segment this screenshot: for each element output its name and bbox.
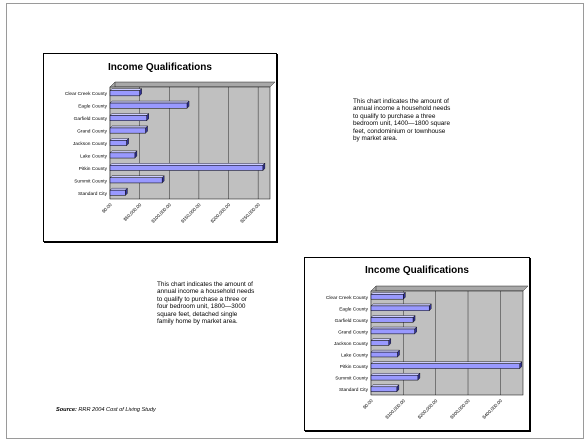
note-bottom: This chart indicates the amount of annua… [157,281,255,326]
x-tick-label: $200,000.00 [210,202,232,224]
y-category-label: Summit County [335,376,368,382]
x-tick-label: $0.00 [362,398,374,410]
bar [109,127,146,134]
x-tick-label: $300,000.00 [449,398,471,420]
bar-top [370,373,421,376]
chart-title: Income Qualifications [365,265,469,276]
x-tick-label: $100,000.00 [384,398,406,420]
y-category-label: Summit County [74,178,107,184]
bar [370,374,419,381]
bar-top [370,292,406,295]
y-category-label: Standard City [339,387,369,393]
bar [109,90,140,97]
bar-top [370,361,523,364]
bar-top [370,384,400,387]
x-tick-label: $400,000.00 [481,398,503,420]
chart-top: Income Qualifications $0.00 $50,000.00 $10… [43,53,277,242]
bar-top [109,187,128,191]
bar-top [370,315,416,318]
bar-top [370,326,418,330]
source-text: RRR 2004 Cost of Living Study [76,407,156,413]
bar [370,363,521,369]
x-tick-label: $200,000.00 [417,398,439,420]
bar-top [109,163,266,166]
y-category-label: Eagle County [78,104,107,110]
bar-top [109,100,190,104]
bar [109,189,126,196]
bar [370,294,404,300]
y-category-label: Garfield County [74,116,108,122]
slide: Income Qualifications $0.00 $50,000.00 $10… [6,3,584,439]
y-category-label: Jackson County [73,141,108,147]
bar [370,386,398,392]
bar-top [109,138,130,141]
y-category-label: Pitkin County [340,364,369,370]
y-category-label: Clear Creek County [65,91,108,97]
y-category-label: Grand County [338,329,368,335]
y-category-label: Clear Creek County [326,295,369,301]
bar [370,351,398,358]
y-category-label: Grand County [77,129,107,135]
bar [109,165,264,171]
y-category-label: Lake County [341,353,369,359]
source-caption: Source: RRR 2004 Cost of Living Study [56,407,156,413]
bar-top [370,338,392,341]
chart-top-plot: $0.00 $50,000.00 $100,000.00 $150,000.00 $20… [65,81,276,224]
bar-top [109,175,165,178]
chart-title: Income Qualifications [108,62,212,73]
x-tick-label: $250,000.00 [239,202,261,224]
bar [109,115,147,121]
bar-top [370,303,432,307]
bar-top [109,113,150,116]
plot-top-wall [370,285,529,292]
bar-top [370,349,401,353]
bar-top [109,125,149,129]
y-category-label: Garfield County [335,318,369,324]
bar [370,328,415,335]
x-tick-label: $100,000.00 [150,202,172,224]
y-category-label: Jackson County [334,341,369,347]
source-label: Source: [56,407,77,413]
y-category-label: Eagle County [339,306,368,312]
plot-top-wall [109,81,276,88]
bar [109,177,163,184]
x-tick-label: $150,000.00 [180,202,202,224]
bar-top [109,88,143,91]
bar [109,152,136,159]
bar [370,317,414,323]
chart-bottom: Income Qualifications $0.00 $100,000.00 $2… [304,257,530,431]
y-category-label: Standard City [78,191,108,197]
x-tick-label: $0.00 [101,202,113,214]
bar [370,340,390,346]
y-category-label: Pitkin County [79,166,108,172]
y-category-label: Lake County [80,153,108,159]
chart-bottom-plot: $0.00 $100,000.00 $200,000.00 $300,000.00 $4… [326,285,529,420]
bar [109,140,127,146]
bar-top [109,150,138,154]
x-tick-label: $50,000.00 [123,202,143,222]
bar [109,102,188,109]
bar [370,305,430,312]
note-top: This chart indicates the amount of annua… [353,98,451,143]
